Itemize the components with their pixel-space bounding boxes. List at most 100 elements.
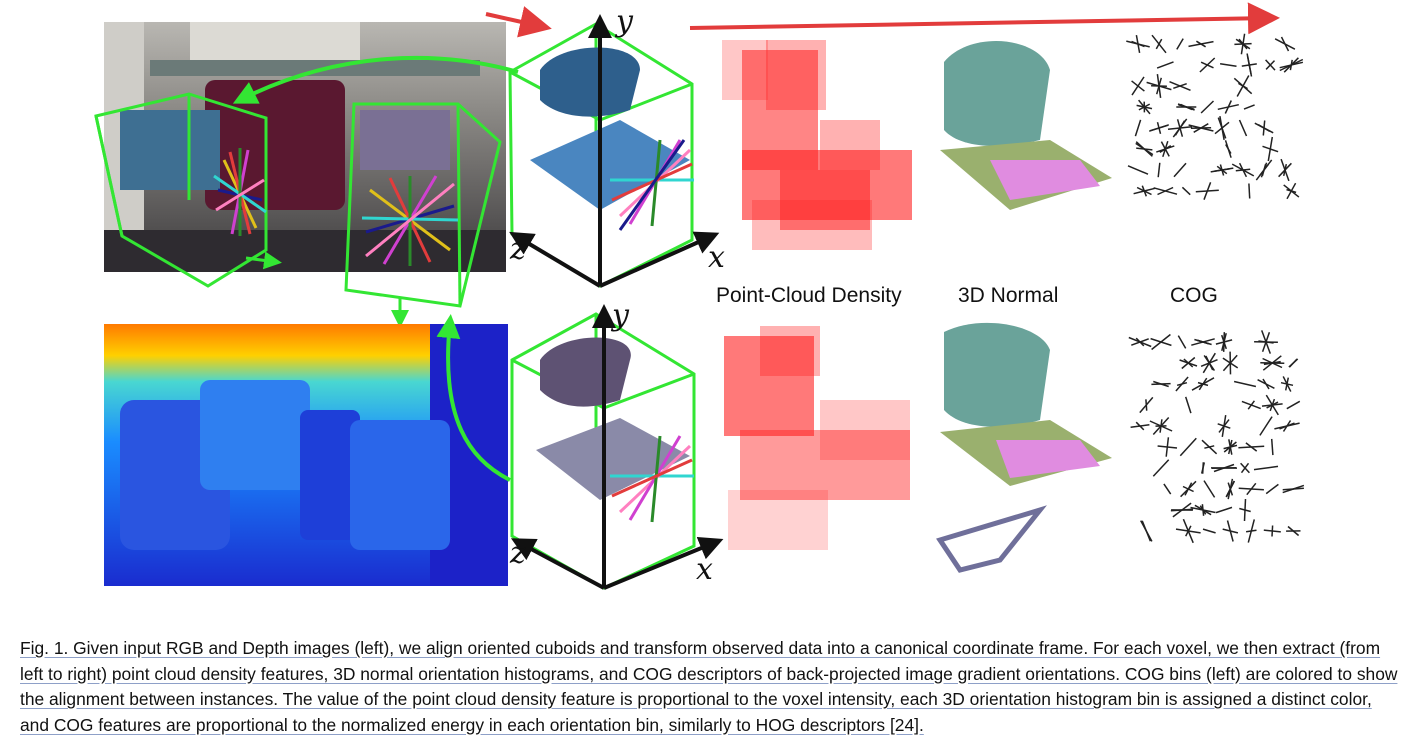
cog-stroke bbox=[1248, 183, 1251, 199]
cog-stroke bbox=[1279, 422, 1295, 430]
figure-illustration bbox=[94, 2, 1305, 590]
cog-stroke bbox=[1181, 356, 1196, 370]
x-axis-label-bottom: x bbox=[696, 552, 713, 587]
cog-stroke bbox=[1219, 63, 1237, 67]
cog-stroke bbox=[1152, 459, 1170, 477]
cog-stroke bbox=[1150, 337, 1172, 347]
cog-stroke bbox=[1261, 332, 1271, 352]
cog-stroke bbox=[1216, 165, 1228, 175]
cog-glyphs-top bbox=[1126, 33, 1304, 200]
cog-stroke bbox=[1224, 100, 1232, 114]
cog-stroke bbox=[1286, 400, 1301, 410]
cog-stroke bbox=[1156, 74, 1162, 98]
cog-stroke bbox=[1141, 520, 1152, 542]
cog-stroke bbox=[1203, 480, 1216, 498]
cog-stroke bbox=[1269, 398, 1276, 412]
cog-stroke bbox=[1133, 187, 1156, 195]
cog-stroke bbox=[1240, 462, 1250, 474]
cog-stroke bbox=[1172, 118, 1188, 138]
cog-stroke bbox=[1177, 335, 1187, 349]
cog-stroke bbox=[1134, 119, 1142, 137]
cog-stroke bbox=[1188, 40, 1214, 48]
cog-stroke bbox=[1153, 187, 1178, 195]
cog-stroke bbox=[1151, 382, 1171, 386]
cog-stroke bbox=[1288, 358, 1299, 368]
cog-stroke bbox=[1259, 416, 1273, 436]
cog-stroke bbox=[1289, 59, 1293, 71]
cog-stroke bbox=[1179, 437, 1197, 457]
cog-stroke bbox=[1233, 380, 1257, 388]
y-axis-label-top: y bbox=[616, 4, 633, 39]
cog-stroke bbox=[1243, 104, 1255, 110]
cog-stroke bbox=[1226, 520, 1234, 542]
cog-stroke bbox=[1173, 162, 1187, 178]
x-axis-label-top: x bbox=[708, 240, 725, 275]
cog-stroke bbox=[1200, 61, 1214, 69]
cog-stroke bbox=[1280, 36, 1290, 52]
cog-stroke bbox=[1238, 119, 1248, 137]
cog-stroke bbox=[1163, 483, 1172, 495]
cog-stroke bbox=[1246, 53, 1253, 77]
depth-image bbox=[104, 314, 511, 586]
y-axis-label-bottom: y bbox=[612, 298, 629, 333]
cog-stroke bbox=[1262, 120, 1266, 136]
cog-stroke bbox=[1156, 145, 1175, 153]
caption-text: Fig. 1. Given input RGB and Depth images… bbox=[20, 638, 1398, 735]
cog-stroke bbox=[1170, 508, 1194, 512]
cog-stroke bbox=[1157, 445, 1178, 449]
density-voxels-top bbox=[722, 40, 912, 250]
cog-bins-rgb-2 bbox=[361, 175, 459, 266]
cog-stroke bbox=[1155, 38, 1163, 50]
cog-stroke bbox=[1200, 100, 1215, 114]
cog-stroke bbox=[1221, 414, 1227, 438]
cog-stroke bbox=[1182, 518, 1194, 544]
cog-stroke bbox=[1126, 40, 1150, 48]
cog-stroke bbox=[1181, 186, 1191, 196]
density-voxels-bottom bbox=[724, 326, 910, 550]
cog-stroke bbox=[1127, 165, 1149, 175]
cog-stroke bbox=[1135, 141, 1153, 157]
cog-stroke bbox=[1219, 115, 1225, 141]
label-3d-normal: 3D Normal bbox=[958, 284, 1059, 307]
cog-stroke bbox=[1131, 76, 1145, 96]
figure-caption: Fig. 1. Given input RGB and Depth images… bbox=[20, 636, 1400, 738]
cog-glyphs-bottom bbox=[1128, 330, 1305, 544]
rgb-image bbox=[94, 22, 519, 328]
cog-stroke bbox=[1238, 487, 1264, 491]
cog-stroke bbox=[1227, 478, 1234, 500]
cog-stroke bbox=[1175, 376, 1189, 392]
cog-stroke bbox=[1202, 528, 1216, 534]
normal-cloud-bottom bbox=[936, 322, 1112, 573]
cog-stroke bbox=[1199, 505, 1207, 515]
cog-stroke bbox=[1191, 338, 1215, 346]
cog-stroke bbox=[1184, 396, 1192, 414]
cog-stroke bbox=[1197, 381, 1209, 387]
cog-stroke bbox=[1200, 359, 1218, 367]
cog-stroke bbox=[1270, 438, 1274, 456]
cog-stroke bbox=[1203, 182, 1212, 200]
cog-stroke bbox=[1238, 82, 1248, 90]
cog-stroke bbox=[1234, 42, 1252, 46]
cog-stroke bbox=[1260, 162, 1268, 178]
cog-stroke bbox=[1148, 124, 1170, 132]
cog-stroke bbox=[1180, 480, 1197, 498]
red-arrows bbox=[485, 2, 1280, 38]
cog-stroke bbox=[1220, 334, 1228, 350]
cog-stroke bbox=[1223, 441, 1237, 453]
cog-stroke bbox=[1173, 82, 1187, 90]
cog-stroke bbox=[1245, 529, 1257, 533]
normal-cloud-top bbox=[940, 40, 1112, 210]
cog-stroke bbox=[1136, 104, 1153, 110]
cog-stroke bbox=[1265, 483, 1279, 495]
cog-stroke bbox=[1231, 163, 1255, 177]
point-cloud-bottom bbox=[510, 304, 724, 590]
cog-stroke bbox=[1262, 355, 1282, 371]
label-cog: COG bbox=[1170, 284, 1218, 307]
cog-stroke bbox=[1225, 144, 1232, 154]
cog-stroke bbox=[1262, 145, 1279, 153]
cog-stroke bbox=[1176, 38, 1184, 50]
cog-stroke bbox=[1243, 498, 1247, 522]
cog-stroke bbox=[1287, 486, 1300, 492]
cog-stroke bbox=[1278, 162, 1292, 178]
cog-stroke bbox=[1139, 396, 1154, 414]
